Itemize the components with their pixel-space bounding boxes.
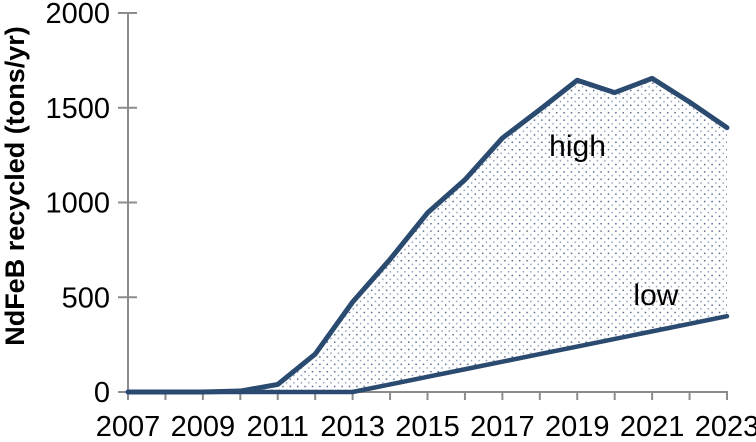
series-lines bbox=[125, 75, 730, 395]
y-tick-label: 2000 bbox=[45, 0, 110, 30]
annotation-low: low bbox=[633, 279, 678, 312]
annotation-high: high bbox=[549, 130, 606, 163]
x-tick-label: 2021 bbox=[620, 411, 685, 442]
x-tick-label: 2015 bbox=[395, 411, 460, 442]
series-annotations: high low bbox=[549, 130, 679, 312]
x-tick-label: 2019 bbox=[545, 411, 610, 442]
x-tick-label: 2011 bbox=[247, 411, 309, 442]
y-axis-title: NdFeB recycled (tons/yr) bbox=[0, 26, 30, 346]
axis-tick-labels: 0 500 1000 1500 2000 2007 2009 2011 2013 2015 2017… bbox=[45, 0, 756, 442]
y-tick-label: 1000 bbox=[45, 188, 110, 220]
y-tick-label: 0 bbox=[94, 377, 110, 409]
y-tick-label: 1500 bbox=[45, 93, 110, 125]
y-tick-label: 500 bbox=[62, 282, 110, 314]
band-area-fill bbox=[128, 78, 727, 392]
x-tick-label: 2023 bbox=[695, 411, 756, 442]
x-tick-label: 2009 bbox=[171, 411, 236, 442]
x-tick-label: 2007 bbox=[96, 411, 161, 442]
series-line-low bbox=[125, 313, 730, 395]
x-tick-label: 2013 bbox=[320, 411, 385, 442]
band-between-high-low bbox=[128, 78, 727, 392]
x-tick-label: 2017 bbox=[470, 411, 535, 442]
